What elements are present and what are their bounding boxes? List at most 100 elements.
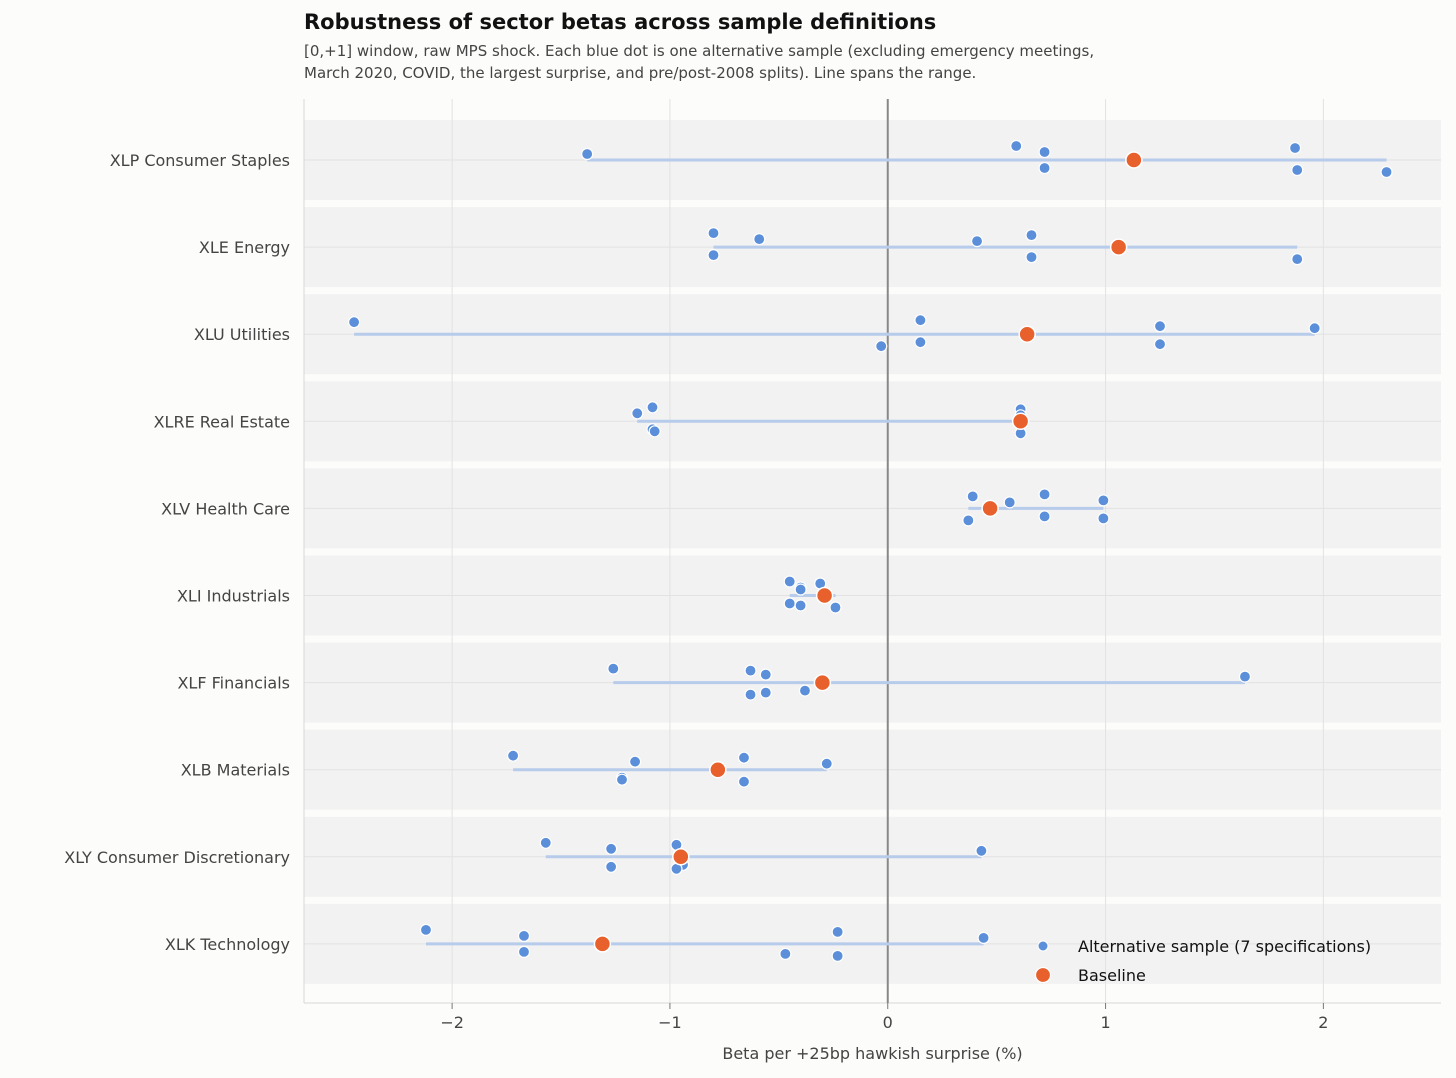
alternative-point bbox=[539, 836, 552, 849]
subtitle-line-1: [0,+1] window, raw MPS shock. Each blue … bbox=[304, 42, 1095, 60]
chart-title: Robustness of sector betas across sample… bbox=[304, 10, 937, 34]
alternative-point bbox=[1003, 496, 1016, 509]
alternative-point bbox=[1010, 139, 1023, 153]
sector-row-3: XLRE Real Estate bbox=[154, 401, 1030, 440]
y-tick-label: XLY Consumer Discretionary bbox=[64, 848, 290, 867]
alternative-point bbox=[605, 842, 618, 855]
alternative-point bbox=[1025, 251, 1038, 264]
legend-baseline-label: Baseline bbox=[1078, 966, 1146, 985]
alternative-point bbox=[1025, 229, 1038, 242]
alternative-point bbox=[1038, 510, 1051, 523]
baseline-point bbox=[815, 586, 834, 605]
alternative-point bbox=[737, 751, 751, 764]
baseline-point bbox=[1018, 325, 1036, 343]
alternative-point bbox=[517, 945, 531, 959]
alternative-point bbox=[794, 583, 807, 596]
y-tick-label: XLU Utilities bbox=[194, 325, 290, 344]
alternative-point bbox=[581, 147, 594, 161]
legend: Alternative sample (7 specifications) Bas… bbox=[1034, 937, 1371, 985]
baseline-point bbox=[1011, 412, 1030, 431]
baseline-point bbox=[709, 760, 727, 779]
y-tick-label: XLF Financials bbox=[177, 674, 290, 693]
alternative-point bbox=[707, 249, 720, 262]
baseline-point bbox=[593, 935, 612, 953]
x-tick-label: −1 bbox=[658, 1013, 682, 1032]
alternative-point bbox=[1308, 322, 1321, 335]
baseline-point bbox=[813, 673, 832, 692]
subtitle-line-2: March 2020, COVID, the largest surprise,… bbox=[304, 64, 977, 82]
alternative-point bbox=[966, 490, 979, 503]
alternative-point bbox=[744, 664, 757, 677]
alternative-point bbox=[631, 407, 644, 420]
alternative-point bbox=[419, 923, 433, 937]
alternative-point bbox=[1153, 338, 1167, 351]
sector-row-6: XLF Financials bbox=[177, 662, 1252, 701]
alternative-point bbox=[517, 929, 531, 943]
alternative-point bbox=[744, 688, 757, 701]
alternative-point bbox=[831, 949, 844, 963]
alternative-point bbox=[914, 336, 927, 349]
sector-row-9: XLK Technology bbox=[165, 923, 990, 963]
sector-row-1: XLE Energy bbox=[199, 227, 1304, 266]
legend-alternative-label: Alternative sample (7 specifications) bbox=[1078, 937, 1371, 956]
baseline-point bbox=[1109, 238, 1128, 256]
alternative-point bbox=[646, 401, 659, 414]
alternative-point bbox=[605, 860, 618, 873]
alternative-point bbox=[831, 925, 844, 939]
sector-row-4: XLV Health Care bbox=[161, 488, 1110, 527]
alternative-point bbox=[347, 316, 361, 329]
x-tick-label: 2 bbox=[1318, 1013, 1328, 1032]
sector-row-0: XLP Consumer Staples bbox=[110, 139, 1393, 179]
alternative-point bbox=[737, 775, 751, 788]
alternative-point bbox=[1038, 161, 1051, 175]
sector-row-5: XLI Industrials bbox=[177, 575, 842, 614]
x-tick-label: 1 bbox=[1100, 1013, 1110, 1032]
alternative-point bbox=[1380, 165, 1393, 179]
baseline-point bbox=[1125, 151, 1143, 169]
alternative-point bbox=[783, 597, 796, 610]
alternative-point bbox=[1291, 253, 1304, 266]
alternative-point bbox=[759, 668, 772, 681]
alternative-point bbox=[829, 601, 842, 614]
sector-row-7: XLB Materials bbox=[181, 749, 833, 788]
alternative-point bbox=[628, 755, 642, 768]
alternative-point bbox=[1153, 320, 1167, 333]
alternative-point bbox=[1038, 488, 1051, 501]
alternative-point bbox=[875, 340, 888, 353]
alternative-point bbox=[1038, 145, 1051, 159]
sector-row-8: XLY Consumer Discretionary bbox=[64, 836, 988, 875]
x-tick-label: 0 bbox=[883, 1013, 893, 1032]
alternative-point bbox=[977, 931, 990, 945]
y-tick-label: XLP Consumer Staples bbox=[110, 151, 290, 170]
y-tick-label: XLK Technology bbox=[165, 935, 290, 954]
alternative-point bbox=[648, 425, 661, 438]
alternative-point bbox=[970, 235, 984, 248]
x-axis-label: Beta per +25bp hawkish surprise (%) bbox=[722, 1044, 1022, 1063]
sector-row-2: XLU Utilities bbox=[194, 314, 1321, 353]
y-tick-label: XLRE Real Estate bbox=[154, 412, 290, 431]
alternative-point bbox=[962, 514, 975, 527]
baseline-point bbox=[981, 499, 999, 518]
x-tick-label: −2 bbox=[440, 1013, 464, 1032]
legend-baseline-marker bbox=[1034, 966, 1052, 984]
alternative-point bbox=[1291, 163, 1304, 177]
alternative-point bbox=[707, 227, 720, 240]
y-tick-label: XLI Industrials bbox=[177, 587, 290, 606]
alternative-point bbox=[759, 686, 772, 699]
alternative-point bbox=[798, 684, 812, 697]
alternative-point bbox=[975, 844, 988, 857]
alternative-point bbox=[783, 575, 796, 588]
y-tick-label: XLE Energy bbox=[199, 238, 290, 257]
legend-alternative-marker bbox=[1037, 940, 1049, 952]
chart-subtitle: [0,+1] window, raw MPS shock. Each blue … bbox=[304, 40, 1094, 84]
alternative-point bbox=[1097, 512, 1110, 525]
alternative-point bbox=[779, 947, 792, 961]
alternative-point bbox=[1288, 141, 1302, 155]
alternative-point bbox=[1097, 494, 1110, 507]
alternative-point bbox=[820, 757, 833, 770]
alternative-point bbox=[794, 599, 807, 612]
alternative-point bbox=[1238, 670, 1252, 683]
alternative-point bbox=[607, 662, 620, 675]
alternative-point bbox=[914, 314, 927, 327]
